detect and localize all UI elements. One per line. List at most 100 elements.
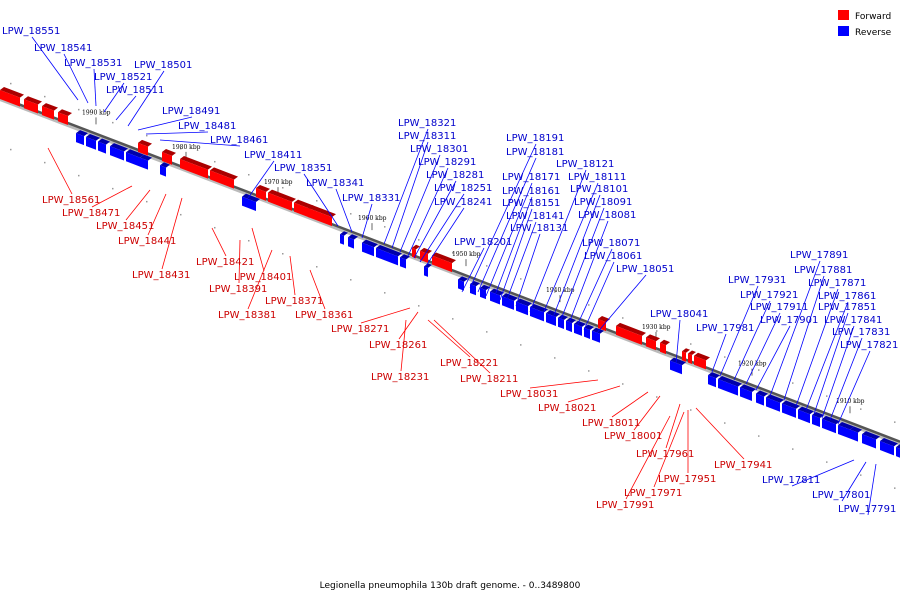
reverse-leader-line	[795, 288, 839, 407]
reverse-gene-label: LPW_17821	[840, 340, 898, 351]
reverse-gene	[110, 143, 128, 161]
forward-gene-face	[256, 188, 266, 201]
forward-gene	[42, 103, 58, 120]
reverse-leader-line	[103, 82, 125, 113]
reverse-leader-line	[137, 116, 193, 131]
reverse-gene-face	[480, 287, 486, 300]
forward-gene-top	[432, 252, 456, 264]
reverse-gene-face	[340, 234, 344, 245]
reverse-leader-line	[821, 325, 855, 419]
reverse-gene-top	[740, 384, 756, 393]
reverse-gene-label: LPW_18191	[506, 133, 564, 144]
reverse-leader-line	[115, 95, 137, 121]
reverse-leader-line	[413, 180, 457, 259]
reverse-gene-face	[756, 393, 764, 406]
guide-dot	[282, 253, 284, 255]
reverse-leader-line	[247, 160, 275, 199]
reverse-gene-top	[756, 390, 768, 397]
reverse-gene-top	[242, 193, 260, 203]
reverse-gene-face	[812, 414, 820, 428]
guide-dot	[316, 200, 318, 202]
reverse-gene-label: LPW_18321	[398, 118, 456, 129]
reverse-gene-face	[362, 242, 374, 257]
reverse-gene	[838, 421, 854, 439]
guide-dot	[112, 121, 114, 124]
reverse-gene-label: LPW_17851	[818, 302, 876, 313]
reverse-gene	[592, 327, 604, 343]
reverse-gene	[850, 426, 862, 442]
reverse-gene	[756, 390, 768, 406]
forward-gene	[682, 348, 690, 362]
reverse-gene-label: LPW_18061	[584, 251, 642, 262]
forward-gene-top	[162, 149, 176, 156]
forward-leader-line	[309, 269, 326, 310]
guide-dot	[690, 343, 692, 345]
reverse-gene-label: LPW_18181	[506, 147, 564, 158]
forward-gene-face	[308, 207, 332, 227]
guide-dot	[78, 174, 80, 177]
reverse-gene-label: LPW_17901	[760, 315, 818, 326]
forward-leader-line	[289, 255, 296, 296]
guide-dot	[214, 160, 216, 163]
reverse-gene-label: LPW_18351	[274, 163, 332, 174]
guide-dot	[112, 187, 114, 190]
reverse-gene-top	[708, 372, 720, 379]
reverse-gene-top	[558, 314, 568, 321]
guide-dot	[758, 369, 760, 371]
reverse-gene-face	[670, 360, 682, 375]
forward-gene-label: LPW_18471	[62, 208, 120, 219]
reverse-gene	[896, 444, 900, 458]
reverse-gene	[480, 284, 490, 300]
forward-gene-top	[660, 339, 670, 346]
reverse-gene-label: LPW_17981	[696, 323, 754, 334]
reverse-gene-face	[574, 323, 582, 336]
forward-gene-label: LPW_18211	[460, 374, 518, 385]
forward-gene-top	[0, 87, 24, 98]
reverse-gene-label: LPW_17871	[808, 278, 866, 289]
forward-leader-line	[695, 407, 745, 460]
reverse-gene	[718, 375, 742, 396]
forward-gene-label: LPW_18441	[118, 236, 176, 247]
reverse-leader-line	[515, 233, 541, 307]
reverse-gene-label: LPW_18101	[570, 184, 628, 195]
reverse-leader-line	[805, 301, 849, 411]
reverse-gene-top	[480, 284, 490, 291]
forward-leader-line	[529, 379, 599, 389]
guide-dot	[452, 252, 454, 254]
forward-leader-line	[625, 415, 671, 500]
reverse-leader-line	[551, 194, 601, 321]
forward-leader-line	[238, 239, 241, 284]
forward-leader-line	[247, 249, 273, 310]
reverse-gene-face	[850, 429, 858, 442]
guide-dot	[656, 396, 658, 398]
reverse-leader-line	[505, 221, 537, 303]
forward-gene-label: LPW_18021	[538, 403, 596, 414]
reverse-gene-label: LPW_18511	[106, 85, 164, 96]
reverse-gene-top	[110, 143, 128, 152]
reverse-gene-label: LPW_18341	[306, 178, 364, 189]
reverse-gene-top	[896, 444, 900, 449]
reverse-gene-face	[708, 375, 716, 388]
reverse-gene-label: LPW_18141	[506, 211, 564, 222]
reverse-gene	[458, 276, 468, 291]
reverse-gene-top	[838, 421, 854, 430]
forward-gene-face	[660, 342, 666, 355]
reverse-gene-face	[490, 291, 500, 305]
reverse-gene-top	[126, 149, 144, 158]
reverse-leader-line	[711, 333, 727, 373]
guide-dot	[44, 95, 46, 98]
reverse-gene-face	[838, 424, 850, 439]
forward-gene-face	[0, 90, 20, 107]
reverse-gene	[362, 239, 378, 257]
reverse-gene-label: LPW_18481	[178, 121, 236, 132]
reverse-gene-face	[242, 196, 256, 212]
forward-leader-line	[427, 319, 471, 358]
forward-gene-face	[432, 255, 452, 273]
reverse-gene-top	[782, 400, 800, 409]
reverse-gene-top	[76, 130, 88, 137]
guide-dot	[758, 435, 760, 437]
forward-gene-face	[294, 202, 310, 218]
backbone-shadow	[0, 97, 900, 446]
reverse-gene-label: LPW_17881	[794, 265, 852, 276]
reverse-gene-face	[822, 418, 836, 434]
